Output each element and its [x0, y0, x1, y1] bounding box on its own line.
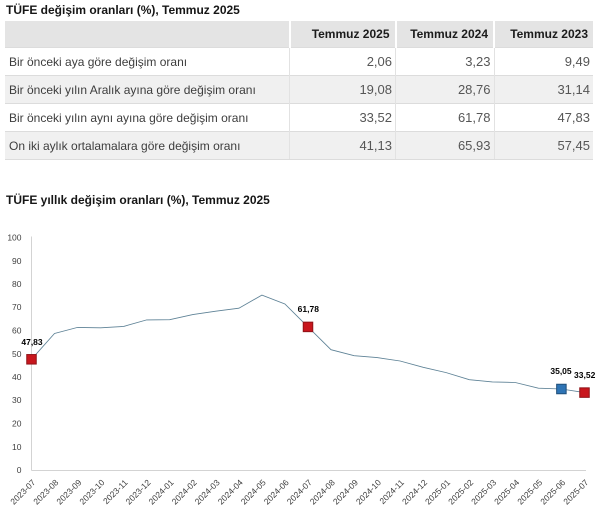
svg-text:61,78: 61,78 — [298, 304, 320, 314]
svg-text:2024-10: 2024-10 — [354, 477, 383, 506]
svg-text:50: 50 — [12, 349, 22, 359]
svg-text:60: 60 — [12, 326, 22, 336]
svg-text:90: 90 — [12, 256, 22, 266]
svg-text:10: 10 — [12, 442, 22, 452]
svg-text:2025-07: 2025-07 — [561, 477, 590, 506]
svg-text:35,05: 35,05 — [550, 366, 572, 376]
svg-text:20: 20 — [12, 419, 22, 429]
svg-text:2023-10: 2023-10 — [77, 477, 106, 506]
svg-text:30: 30 — [12, 395, 22, 405]
svg-text:47,83: 47,83 — [21, 337, 43, 347]
svg-text:100: 100 — [7, 233, 21, 243]
svg-text:0: 0 — [17, 465, 22, 475]
svg-text:33,52: 33,52 — [574, 370, 596, 380]
svg-text:40: 40 — [12, 372, 22, 382]
svg-text:80: 80 — [12, 279, 22, 289]
svg-text:70: 70 — [12, 302, 22, 312]
